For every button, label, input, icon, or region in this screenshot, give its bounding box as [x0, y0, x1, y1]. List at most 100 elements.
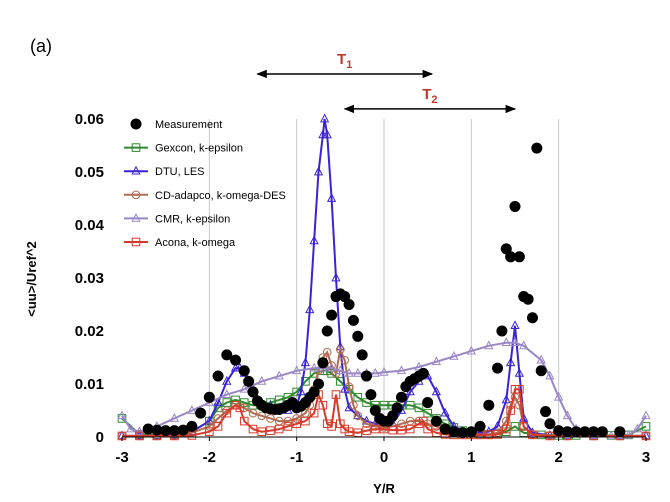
data-point	[305, 304, 315, 314]
data-point	[353, 392, 363, 402]
data-point	[292, 419, 301, 429]
data-point	[335, 365, 345, 375]
data-point	[336, 419, 345, 429]
data-point	[331, 272, 341, 282]
data-point	[235, 403, 245, 413]
data-point	[336, 345, 345, 354]
data-point	[562, 410, 573, 420]
data-point	[519, 340, 529, 350]
x-tick-label: 2	[554, 449, 562, 466]
data-point	[177, 424, 189, 436]
data-point	[257, 375, 267, 385]
data-point	[313, 166, 324, 176]
data-point	[327, 361, 336, 370]
data-point	[283, 416, 293, 426]
series-cmr-k-epsilon	[117, 337, 651, 440]
data-point	[321, 325, 333, 337]
data-point	[510, 422, 520, 431]
data-point	[266, 426, 275, 435]
data-point	[417, 367, 429, 379]
data-point	[505, 251, 517, 263]
data-point	[405, 400, 415, 410]
data-point	[318, 400, 328, 410]
data-point	[570, 426, 582, 438]
data-point	[349, 400, 358, 410]
data-point	[213, 422, 223, 431]
data-point	[160, 425, 172, 437]
data-point	[632, 423, 642, 433]
series-line	[122, 346, 646, 437]
data-point	[484, 430, 494, 440]
data-point	[135, 431, 144, 441]
data-point	[553, 425, 565, 437]
data-point	[439, 423, 451, 435]
data-point	[231, 395, 240, 405]
legend-entry-dtu-les: DTU, LES	[124, 165, 205, 178]
series-measurement	[142, 142, 626, 439]
data-point	[405, 424, 415, 434]
legend-marker	[131, 190, 141, 200]
data-point	[506, 406, 515, 415]
legend-label: CD-adapco, k-omega-DES	[155, 190, 286, 202]
data-point	[510, 337, 520, 347]
x-tick-label: -2	[203, 449, 216, 466]
data-point	[300, 357, 311, 367]
legend-marker	[130, 118, 142, 130]
x-tick-label: 1	[467, 449, 475, 466]
data-point	[243, 375, 255, 387]
data-point	[292, 414, 301, 423]
data-point	[493, 430, 502, 439]
data-point	[247, 386, 259, 398]
data-point	[222, 375, 232, 385]
data-point	[614, 426, 626, 438]
data-point	[230, 362, 241, 372]
annotation-label: T1	[337, 51, 352, 71]
data-point	[322, 419, 332, 429]
legend-entry-acona-k-omega: Acona, k-omega	[124, 237, 236, 249]
data-point	[142, 423, 154, 435]
data-point	[422, 397, 434, 409]
data-point	[515, 400, 524, 410]
legend-entry-gexcon-k-epsilon: Gexcon, k-epsilon	[124, 143, 243, 155]
data-point	[205, 427, 214, 436]
data-point	[309, 235, 319, 245]
data-point	[274, 424, 284, 434]
data-point	[239, 383, 249, 393]
data-point	[561, 426, 573, 438]
data-point	[292, 365, 302, 375]
legend-marker	[131, 165, 141, 175]
data-point	[536, 354, 546, 364]
data-point	[134, 426, 145, 436]
x-tick-labels: -3 -2 -1 0 1 2 3	[115, 437, 650, 466]
data-point	[449, 350, 459, 360]
data-point	[169, 413, 180, 422]
data-point	[506, 357, 516, 367]
data-point	[340, 355, 350, 365]
series-cd-adapco-k-omega-des	[117, 345, 651, 441]
data-point	[274, 370, 284, 380]
data-point	[423, 424, 432, 434]
data-point	[431, 356, 442, 366]
legend-entry-cmr-k-epsilon: CMR, k-epsilon	[124, 212, 230, 225]
data-point	[257, 411, 267, 421]
y-tick-label: 0.06	[75, 111, 104, 128]
data-point	[362, 419, 371, 429]
data-point	[248, 408, 258, 418]
legend-entry-measurement: Measurement	[130, 118, 222, 131]
data-point	[448, 426, 460, 438]
data-point	[117, 410, 127, 420]
data-point	[353, 411, 363, 421]
x-tick-label: 0	[380, 449, 388, 466]
data-point	[641, 410, 651, 420]
data-point	[186, 420, 198, 432]
data-point	[515, 385, 524, 394]
data-point	[362, 398, 371, 407]
data-point	[238, 365, 250, 377]
data-point	[326, 193, 337, 202]
data-point	[540, 406, 552, 418]
data-point	[322, 347, 332, 357]
series-line	[122, 388, 646, 437]
grid	[208, 119, 560, 437]
data-point	[326, 309, 338, 321]
data-point	[344, 402, 354, 412]
